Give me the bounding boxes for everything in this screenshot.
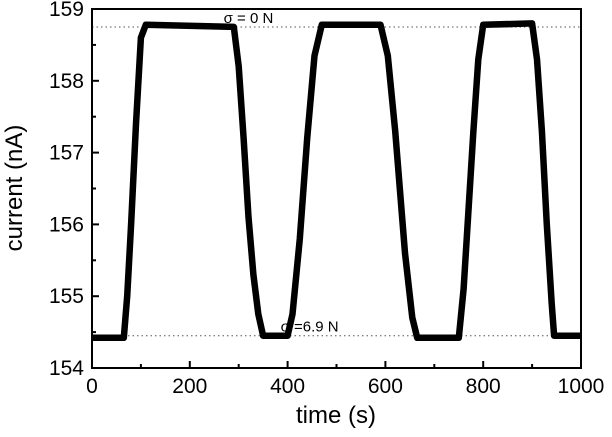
y-axis-title: current (nA) (1, 125, 28, 252)
x-axis: 0 200 400 600 800 1000 (86, 361, 604, 398)
y-tick-label-4: 158 (49, 70, 84, 93)
annotation-2: σ =6.9 N (281, 319, 339, 336)
plot-frame (91, 8, 582, 369)
annotation-1: σ = 0 N (224, 10, 274, 27)
x-tick-label-3: 600 (368, 375, 403, 398)
reference-lines (92, 26, 581, 337)
y-axis: 154 155 156 157 158 159 (49, 0, 99, 380)
y-tick-label-5: 159 (49, 0, 84, 21)
y-tick-label-0: 154 (49, 357, 84, 380)
x-axis-title: time (s) (296, 402, 376, 429)
x-tick-label-4: 800 (466, 375, 501, 398)
y-tick-label-3: 157 (49, 142, 84, 165)
series-layer (92, 20, 581, 342)
x-tick-label-2: 400 (270, 375, 305, 398)
series-line-1 (92, 20, 581, 342)
x-tick-label-5: 1000 (558, 375, 605, 398)
y-tick-label-2: 156 (49, 213, 84, 236)
y-tick-label-1: 155 (49, 285, 84, 308)
x-tick-label-0: 0 (86, 375, 98, 398)
annotations: σ = 0 N σ =6.9 N (224, 10, 339, 336)
x-tick-label-1: 200 (172, 375, 207, 398)
